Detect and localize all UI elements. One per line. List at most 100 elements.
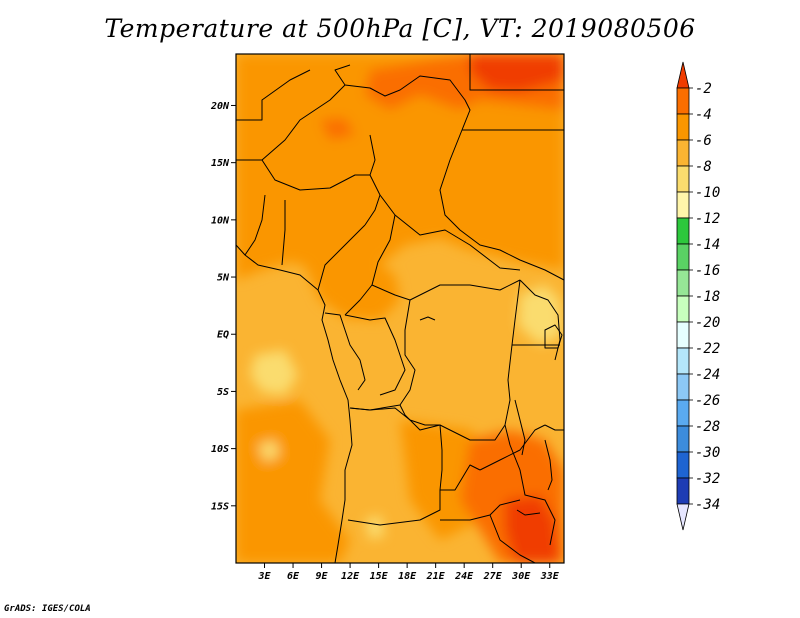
- lake-malawi: [544, 439, 553, 491]
- border-car-drc: [371, 279, 521, 301]
- lon-tick-label: 30E: [511, 571, 531, 582]
- lon-tick-label: 15E: [370, 571, 389, 582]
- colorbar-label: -6: [695, 133, 712, 149]
- lat-tick-label: EQ: [217, 330, 229, 341]
- patch-angola-cool: [258, 440, 280, 462]
- colorbar-label: -4: [695, 107, 712, 123]
- lat-tick-label: 10N: [211, 215, 230, 226]
- lat-tick-label: 5S: [217, 387, 229, 398]
- lon-tick-label: 27E: [483, 571, 503, 582]
- colorbar-label: -26: [695, 393, 720, 409]
- colorbar-label: -18: [695, 289, 720, 305]
- colorbar-label: -30: [695, 445, 720, 461]
- patch-victoria-cool: [518, 285, 562, 345]
- border-zambia-tanzania: [479, 424, 546, 471]
- lake-victoria: [544, 324, 563, 349]
- border-niger-libya: [344, 75, 471, 131]
- colorbar-label: -16: [695, 263, 720, 279]
- border-togo: [281, 200, 286, 266]
- latitude-axis: 20N 15N 10N 5N EQ 5S 10S 15S: [210, 101, 236, 512]
- band-minus6: [236, 54, 564, 285]
- colorbar-label: -20: [695, 315, 720, 331]
- colorbar-bottom-arrow: [676, 503, 690, 531]
- colorbar-label: -14: [695, 237, 720, 253]
- river-congo-segment: [419, 316, 436, 321]
- colorbar-label: -24: [695, 367, 720, 383]
- colorbar-label: -28: [695, 419, 720, 435]
- colorbar-label: -12: [695, 211, 720, 227]
- colorbar-swatch: [676, 477, 690, 505]
- patch-congo-north: [300, 250, 400, 320]
- border-namibia: [347, 490, 441, 526]
- lat-tick-label: 10S: [211, 444, 229, 455]
- patch-namibia-cool: [365, 515, 385, 540]
- border-tanzania-mozambique: [544, 424, 564, 431]
- colorbar-label: -34: [695, 497, 720, 513]
- border-gabon: [324, 312, 366, 391]
- longitude-axis: 3E 6E 9E 12E 15E 18E 21E 24E 27E 30E 33E: [257, 563, 560, 582]
- lon-tick-label: 6E: [287, 571, 300, 582]
- colorbar-label: -22: [695, 341, 720, 357]
- colorbar-label: -8: [695, 159, 712, 175]
- colorbar-swatch: [676, 295, 690, 323]
- border-malawi-mozambique: [504, 424, 556, 546]
- lon-tick-label: 24E: [454, 571, 474, 582]
- colorbar-swatch: [676, 113, 690, 141]
- lon-tick-label: 21E: [426, 571, 446, 582]
- border-angola-zambia: [349, 407, 481, 491]
- border-car-chad: [394, 214, 521, 271]
- colorbar-swatch: [676, 191, 690, 219]
- border-zimbabwe: [489, 514, 536, 563]
- lon-tick-label: 3E: [257, 571, 271, 582]
- temperature-field: [236, 54, 564, 563]
- lon-tick-label: 12E: [341, 571, 360, 582]
- border-congo: [344, 314, 406, 396]
- lon-tick-label: 9E: [316, 571, 329, 582]
- colorbar-swatch: [676, 321, 690, 349]
- lon-tick-label: 33E: [540, 571, 560, 582]
- border-mali-algeria: [236, 64, 351, 161]
- colorbar-swatch: [676, 399, 690, 427]
- map-frame: [235, 53, 565, 564]
- patch-gabon-cool: [250, 350, 298, 395]
- border-chad-niger: [369, 134, 376, 176]
- border-ghana: [244, 194, 266, 256]
- field-shading: [236, 54, 564, 563]
- lat-tick-label: 15S: [211, 501, 229, 512]
- country-boundaries: [236, 54, 564, 563]
- colorbar-swatch: [676, 217, 690, 245]
- patch-niger: [320, 118, 355, 140]
- lat-tick-label: 5N: [217, 273, 230, 284]
- colorbar-label: -10: [695, 185, 720, 201]
- colorbar-swatch: [676, 451, 690, 479]
- band-minus2-south: [505, 495, 560, 563]
- lake-kariba: [516, 509, 541, 516]
- colorbar-swatch: [676, 347, 690, 375]
- coastline: [236, 244, 353, 563]
- colorbar: -2 -4 -6 -8 -10 -12 -14 -16 -18 -20 -22 -24 -26 -28 -3…: [676, 61, 720, 531]
- colorbar-swatch: [676, 87, 690, 115]
- border-drc-east: [399, 279, 521, 441]
- chart-title: Temperature at 500hPa [C], VT: 201908050…: [104, 14, 696, 43]
- lon-tick-label: 18E: [398, 571, 417, 582]
- colorbar-label: -2: [695, 81, 712, 97]
- border-chad-sudan: [439, 129, 564, 281]
- colorbar-swatch: [676, 139, 690, 167]
- colorbar-swatch: [676, 165, 690, 193]
- border-niger-nigeria: [261, 159, 381, 226]
- border-nigeria-cameroon: [317, 224, 366, 291]
- colorbar-swatch: [676, 425, 690, 453]
- grads-credit: GrADS: IGES/COLA: [4, 604, 91, 614]
- band-minus2-north: [470, 54, 564, 92]
- colorbar-swatch: [676, 373, 690, 401]
- colorbar-swatch: [676, 269, 690, 297]
- patch-angola-south: [236, 400, 350, 563]
- colorbar-swatch: [676, 243, 690, 271]
- border-mauritania: [236, 69, 311, 121]
- border-egypt: [469, 54, 564, 91]
- colorbar-label: -32: [695, 471, 720, 487]
- lake-tanganyika: [514, 399, 526, 456]
- lat-tick-label: 15N: [211, 158, 230, 169]
- lat-tick-label: 20N: [210, 101, 230, 112]
